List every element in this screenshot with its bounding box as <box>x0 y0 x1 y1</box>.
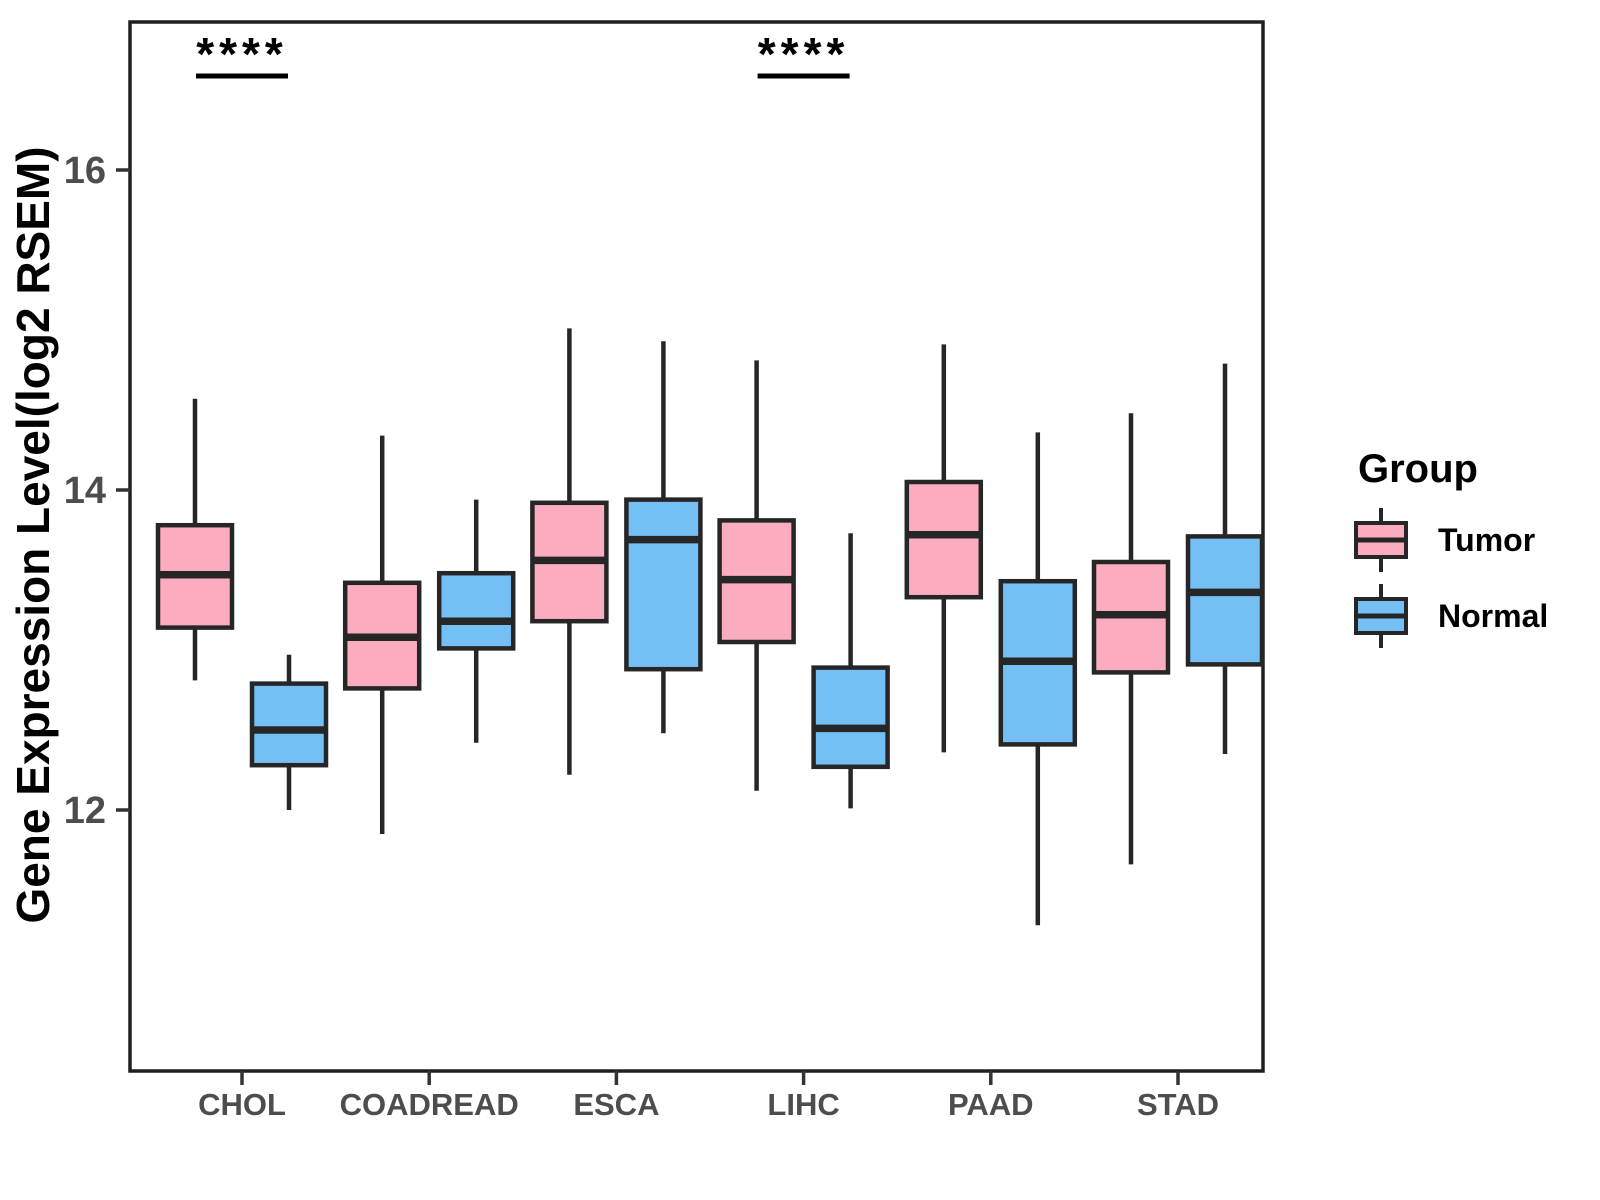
x-tick-label-COADREAD: COADREAD <box>340 1087 519 1122</box>
legend-key-boxplot-icon <box>1354 508 1408 572</box>
legend-label-normal: Normal <box>1438 597 1549 634</box>
significance-stars-CHOL: **** <box>196 28 288 80</box>
box-CHOL-Normal <box>249 681 329 768</box>
legend-title: Group <box>1358 447 1478 491</box>
x-tick-label-STAD: STAD <box>1137 1087 1219 1122</box>
box-STAD-Normal <box>1185 534 1265 667</box>
legend-items: Tumor Normal <box>1352 504 1592 652</box>
significance-stars-LIHC: **** <box>758 28 850 80</box>
y-tick-label-12: 12 <box>64 790 106 832</box>
box-LIHC-Normal <box>811 665 890 770</box>
y-axis-title: Gene Expression Level(log2 RSEM) <box>7 146 59 924</box>
legend-item-normal: Normal <box>1352 580 1592 652</box>
y-tick-label-16: 16 <box>64 150 106 192</box>
x-tick-label-LIHC: LIHC <box>767 1087 839 1122</box>
box-ESCA-Normal <box>624 497 703 672</box>
legend: Group Tumor Normal <box>1352 446 1592 652</box>
x-tick-label-CHOL: CHOL <box>198 1087 286 1122</box>
legend-item-tumor: Tumor <box>1352 504 1592 576</box>
y-tick-label-14: 14 <box>64 470 106 512</box>
legend-label-tumor: Tumor <box>1438 521 1536 558</box>
x-tick-label-ESCA: ESCA <box>573 1087 659 1122</box>
box-COADREAD-Normal <box>436 570 516 651</box>
x-tick-label-PAAD: PAAD <box>948 1087 1034 1122</box>
box-PAAD-Tumor <box>904 479 984 600</box>
legend-key-boxplot-icon <box>1354 584 1408 648</box>
